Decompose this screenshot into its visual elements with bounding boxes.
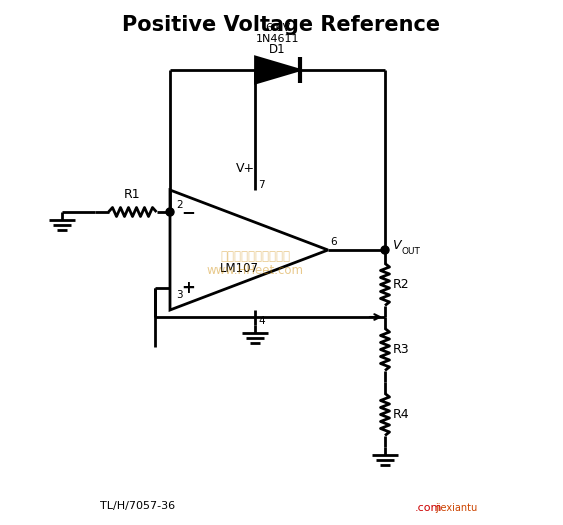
Text: R2: R2 <box>393 278 410 291</box>
Text: R3: R3 <box>393 343 410 356</box>
Text: V: V <box>392 239 400 252</box>
Text: V+: V+ <box>235 162 254 175</box>
Text: Positive Voltage Reference: Positive Voltage Reference <box>122 15 440 35</box>
Text: R4: R4 <box>393 408 410 421</box>
Text: +: + <box>181 279 195 297</box>
Text: 2: 2 <box>176 200 182 210</box>
Text: 4: 4 <box>258 316 265 326</box>
Text: .com: .com <box>415 503 443 513</box>
Text: 1N4611: 1N4611 <box>256 34 300 44</box>
Text: D1: D1 <box>269 43 286 56</box>
Circle shape <box>381 246 389 254</box>
Text: www.HHeet.com: www.HHeet.com <box>207 265 303 278</box>
Text: 6.6V: 6.6V <box>265 23 290 33</box>
Polygon shape <box>256 57 300 83</box>
Text: 7: 7 <box>258 180 265 190</box>
Text: 3: 3 <box>176 290 182 300</box>
Text: 杭州浩惠电子有限公司: 杭州浩惠电子有限公司 <box>220 250 290 264</box>
Text: jiexiantu: jiexiantu <box>435 503 477 513</box>
Text: LM107: LM107 <box>220 262 258 275</box>
Text: −: − <box>181 203 195 221</box>
Text: R1: R1 <box>124 188 141 201</box>
Text: 6: 6 <box>330 237 337 247</box>
Circle shape <box>166 208 174 216</box>
Text: OUT: OUT <box>402 247 421 256</box>
Text: TL/H/7057-36: TL/H/7057-36 <box>100 501 175 511</box>
